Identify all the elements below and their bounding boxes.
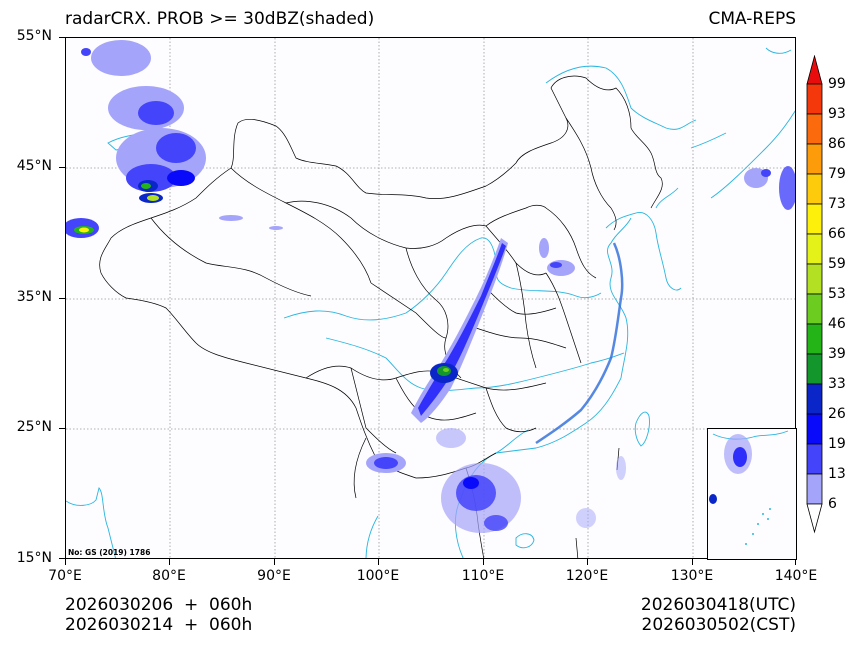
x-tick-110e: 110°E [461,568,505,584]
map-plot-area [65,37,796,559]
map-layer [66,38,795,558]
y-tickmark [59,298,65,299]
colorbar-label: 66 [828,226,846,242]
colorbar-label: 6 [828,496,837,512]
colorbar-label: 59 [828,256,846,272]
colorbar [806,54,823,535]
x-tickmark [274,559,275,565]
y-tickmark [59,167,65,168]
y-tick-15n: 15°N [16,550,52,566]
x-tickmark [587,559,588,565]
x-tickmark [169,559,170,565]
x-tickmark [795,559,796,565]
model-name: CMA-REPS [708,9,796,29]
init-time-line-1: 2026030206 + 060h [65,595,253,615]
init-time-block: 2026030206 + 060h 2026030214 + 060h [65,595,252,635]
south-china-sea-inset [707,428,797,560]
x-tickmark [65,559,66,565]
x-tick-120e: 120°E [565,568,609,584]
coastlines-rivers [66,47,795,558]
init-time-line-2: 2026030214 + 060h [65,615,253,635]
valid-time-utc: 2026030418(UTC) [640,595,796,615]
colorbar-label: 39 [828,346,846,362]
chart-title: radarCRX. PROB >= 30dBZ(shaded) [65,9,375,29]
map-approval-number: No: GS (2019) 1786 [68,548,151,557]
x-tickmark [692,559,693,565]
colorbar-label: 73 [828,196,846,212]
valid-time-block: 2026030418(UTC) 2026030502(CST) [641,595,796,635]
x-tickmark [378,559,379,565]
y-tickmark [59,37,65,38]
colorbar-label: 46 [828,316,846,332]
x-tickmark [483,559,484,565]
y-tick-25n: 25°N [16,419,52,435]
y-tickmark [59,428,65,429]
colorbar-label: 99 [828,76,846,92]
y-tick-55n: 55°N [16,28,52,44]
colorbar-label: 19 [828,436,846,452]
y-tick-45n: 45°N [16,158,52,174]
x-tick-80e: 80°E [152,568,186,584]
x-tick-90e: 90°E [257,568,291,584]
colorbar-label: 53 [828,286,846,302]
colorbar-label: 93 [828,106,846,122]
y-tickmark [59,558,65,559]
x-tick-130e: 130°E [670,568,714,584]
x-tick-100e: 100°E [356,568,400,584]
colorbar-label: 26 [828,406,846,422]
colorbar-label: 33 [828,376,846,392]
x-tick-140e: 140°E [774,568,818,584]
colorbar-label: 13 [828,466,846,482]
colorbar-label: 79 [828,166,846,182]
y-tick-35n: 35°N [16,289,52,305]
colorbar-label: 86 [828,136,846,152]
x-tick-70e: 70°E [48,568,82,584]
valid-time-cst: 2026030502(CST) [641,615,796,635]
precip-shading [66,40,795,533]
